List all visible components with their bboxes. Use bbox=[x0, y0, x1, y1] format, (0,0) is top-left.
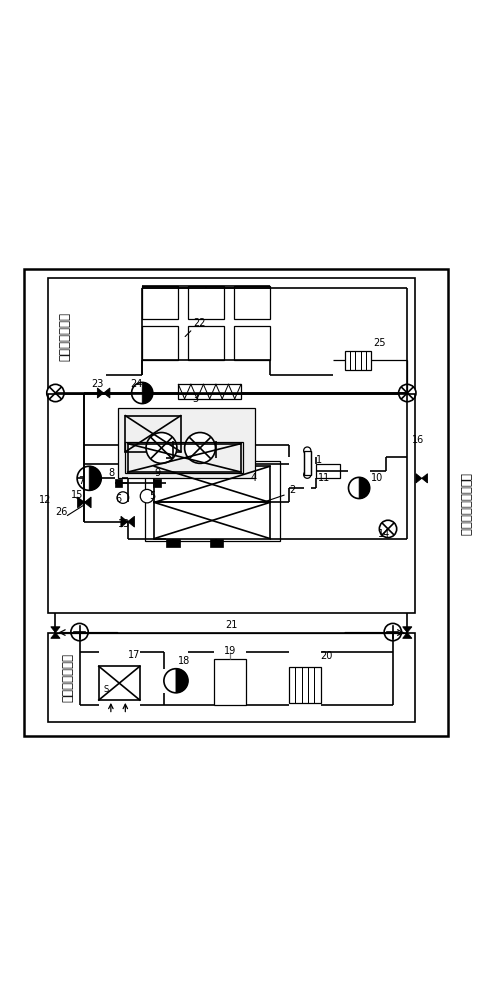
Circle shape bbox=[304, 447, 311, 454]
Bar bbox=[142, 286, 178, 319]
Circle shape bbox=[379, 520, 397, 538]
Text: 7: 7 bbox=[79, 476, 85, 486]
Bar bbox=[188, 286, 224, 319]
Polygon shape bbox=[121, 516, 128, 527]
Circle shape bbox=[132, 382, 153, 404]
Bar bbox=[154, 466, 270, 502]
Polygon shape bbox=[416, 474, 422, 483]
Bar bbox=[145, 461, 280, 541]
Text: 4: 4 bbox=[251, 473, 257, 483]
Text: 6: 6 bbox=[116, 494, 122, 504]
Bar bbox=[48, 278, 415, 394]
Bar bbox=[178, 384, 241, 399]
Text: 顶置空调热控子系统: 顶置空调热控子系统 bbox=[459, 473, 471, 536]
Bar bbox=[166, 539, 180, 547]
Bar bbox=[24, 269, 448, 736]
Bar bbox=[214, 659, 246, 705]
Text: S: S bbox=[104, 685, 109, 694]
Bar bbox=[48, 633, 415, 722]
Circle shape bbox=[77, 466, 101, 490]
Bar bbox=[234, 286, 270, 319]
Text: 1: 1 bbox=[316, 455, 322, 465]
Polygon shape bbox=[128, 516, 134, 527]
Text: 18: 18 bbox=[178, 656, 190, 666]
Text: 8: 8 bbox=[108, 468, 115, 478]
Bar bbox=[289, 667, 321, 703]
Circle shape bbox=[304, 471, 311, 478]
Text: 5: 5 bbox=[149, 491, 156, 501]
Text: 25: 25 bbox=[374, 338, 386, 348]
Text: 17: 17 bbox=[128, 650, 140, 660]
Bar bbox=[210, 539, 223, 547]
Bar bbox=[316, 464, 340, 478]
Text: 15: 15 bbox=[71, 490, 84, 500]
Polygon shape bbox=[402, 627, 412, 633]
Text: 24: 24 bbox=[130, 379, 143, 389]
Circle shape bbox=[146, 433, 177, 463]
Text: 20: 20 bbox=[321, 651, 333, 661]
Text: 23: 23 bbox=[92, 379, 104, 389]
Text: 2: 2 bbox=[289, 485, 295, 495]
Circle shape bbox=[71, 623, 88, 641]
Bar bbox=[166, 458, 180, 466]
Polygon shape bbox=[51, 627, 60, 633]
Bar bbox=[99, 666, 140, 700]
Polygon shape bbox=[84, 497, 91, 508]
Bar bbox=[115, 479, 122, 487]
Polygon shape bbox=[89, 466, 101, 490]
Polygon shape bbox=[97, 388, 104, 398]
Bar bbox=[125, 416, 181, 452]
Bar bbox=[118, 408, 255, 478]
Polygon shape bbox=[402, 633, 412, 638]
Circle shape bbox=[47, 384, 64, 402]
Polygon shape bbox=[104, 388, 110, 398]
Text: 21: 21 bbox=[225, 620, 238, 630]
Circle shape bbox=[384, 623, 402, 641]
Text: 电机电控子系统: 电机电控子系统 bbox=[61, 653, 74, 702]
Text: 10: 10 bbox=[371, 473, 383, 483]
Bar bbox=[234, 326, 270, 360]
Bar bbox=[48, 394, 415, 613]
Circle shape bbox=[185, 433, 215, 463]
Text: 13: 13 bbox=[118, 519, 130, 529]
Circle shape bbox=[164, 669, 188, 693]
Polygon shape bbox=[359, 477, 370, 499]
Text: 12: 12 bbox=[39, 495, 51, 505]
Polygon shape bbox=[142, 382, 153, 404]
Bar bbox=[188, 326, 224, 360]
Text: 9: 9 bbox=[154, 468, 161, 478]
Bar bbox=[153, 479, 161, 487]
Bar bbox=[154, 502, 270, 539]
Polygon shape bbox=[176, 669, 188, 693]
Circle shape bbox=[140, 489, 154, 503]
Polygon shape bbox=[78, 497, 84, 508]
Text: 11: 11 bbox=[318, 473, 330, 483]
Text: 14: 14 bbox=[378, 529, 390, 539]
Text: 26: 26 bbox=[55, 507, 68, 517]
Polygon shape bbox=[51, 633, 60, 638]
Text: 3: 3 bbox=[193, 394, 199, 404]
Bar bbox=[345, 351, 371, 370]
Bar bbox=[304, 451, 311, 475]
Bar bbox=[128, 444, 241, 472]
Text: 22: 22 bbox=[193, 318, 205, 328]
Text: 19: 19 bbox=[224, 646, 236, 656]
Circle shape bbox=[348, 477, 370, 499]
Bar bbox=[125, 442, 243, 473]
Bar bbox=[142, 326, 178, 360]
Circle shape bbox=[399, 384, 416, 402]
Circle shape bbox=[117, 492, 129, 503]
Text: 16: 16 bbox=[412, 435, 424, 445]
Bar bbox=[210, 458, 223, 466]
Text: 电池热控子系统: 电池热控子系统 bbox=[59, 312, 71, 361]
Polygon shape bbox=[422, 474, 428, 483]
